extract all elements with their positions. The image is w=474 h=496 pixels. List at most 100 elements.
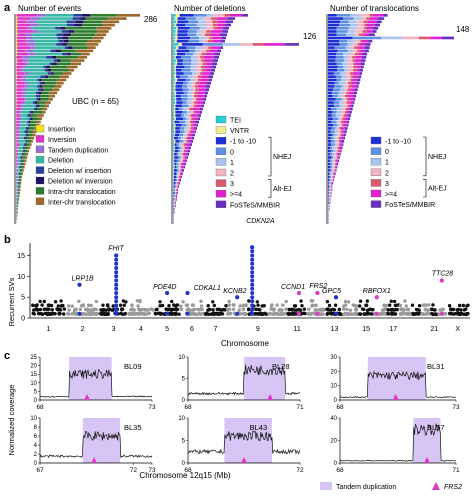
bar-segment xyxy=(16,169,17,172)
legend-label: 2 xyxy=(230,171,234,178)
bar-segment xyxy=(180,172,183,175)
bar-segment xyxy=(332,117,338,121)
snv-point xyxy=(72,311,76,316)
bar-segment xyxy=(177,36,191,40)
bar-segment xyxy=(203,46,209,49)
bar-segment xyxy=(16,201,18,205)
bar-segment xyxy=(354,88,358,91)
bar-segment xyxy=(173,188,175,192)
bar-segment xyxy=(18,152,22,156)
bar-segment xyxy=(175,110,183,114)
bar-segment xyxy=(205,88,209,91)
bar-segment xyxy=(29,114,31,117)
bar-segment xyxy=(340,72,346,75)
gene-point xyxy=(374,311,379,316)
bar-segment xyxy=(200,72,203,75)
snv-point xyxy=(32,308,36,312)
bar-segment xyxy=(351,104,354,108)
bar-segment xyxy=(176,194,177,198)
gene-point xyxy=(297,311,301,316)
bar-segment xyxy=(179,178,181,182)
bar-segment xyxy=(355,62,361,66)
snv-point xyxy=(390,311,394,315)
bar-segment xyxy=(19,188,21,192)
bar-segment xyxy=(203,39,208,43)
bar-segment xyxy=(336,156,338,159)
bar-segment xyxy=(175,114,182,117)
gene-point xyxy=(250,274,255,279)
snv-point xyxy=(67,312,71,316)
bar-segment xyxy=(175,17,178,20)
bar-segment xyxy=(205,36,210,40)
bar-segment xyxy=(182,140,185,143)
bar-segment xyxy=(20,159,22,163)
bar-segment xyxy=(173,78,175,82)
bar-segment xyxy=(17,136,20,140)
bar-segment xyxy=(72,17,81,20)
bar-segment xyxy=(191,59,199,62)
bar-segment xyxy=(175,81,184,85)
bar-segment xyxy=(206,49,210,53)
bar-segment xyxy=(193,117,198,121)
snv-point xyxy=(153,311,157,316)
bar-segment xyxy=(340,149,342,153)
bar-segment xyxy=(331,120,336,124)
bar-segment xyxy=(209,49,218,53)
gene-point xyxy=(250,249,255,254)
bar-segment xyxy=(330,172,332,175)
bar-segment xyxy=(175,104,183,108)
bar-segment xyxy=(16,152,18,156)
bar-segment xyxy=(331,165,334,169)
snv-point xyxy=(124,300,128,304)
bar-segment xyxy=(189,146,191,150)
bar-segment xyxy=(196,104,202,108)
bar-segment xyxy=(18,188,20,192)
bar-segment xyxy=(330,175,333,179)
legend-tandem-swatch xyxy=(320,482,332,490)
xtick-label: 71 xyxy=(452,467,460,474)
legend-swatch xyxy=(35,166,45,174)
snv-point xyxy=(45,312,49,317)
bar-segment xyxy=(174,143,177,146)
bar-segment xyxy=(173,120,174,124)
bar-segment xyxy=(19,114,22,117)
bar-segment xyxy=(331,114,336,117)
bar-segment xyxy=(328,185,329,188)
bar-segment xyxy=(175,140,180,143)
bar-segment xyxy=(186,136,188,140)
bar-segment xyxy=(16,65,23,69)
bar-segment xyxy=(174,140,176,143)
bar-segment xyxy=(28,59,54,62)
bar-segment xyxy=(338,159,340,163)
snv-point xyxy=(327,303,332,308)
bar-segment xyxy=(332,91,339,95)
bar-segment xyxy=(177,30,188,33)
bar-segment xyxy=(329,169,332,172)
bar-segment xyxy=(26,136,31,140)
bar-segment xyxy=(212,20,219,24)
gene-label: CCND1 xyxy=(281,284,305,291)
bar-segment xyxy=(336,14,351,17)
bar-segment xyxy=(185,133,188,137)
bar-segment xyxy=(63,39,69,43)
snv-point xyxy=(358,299,363,303)
bar-segment xyxy=(179,165,181,169)
bar-segment xyxy=(36,20,67,24)
snv-point xyxy=(164,307,168,311)
bar-segment xyxy=(21,162,24,166)
bar-segment xyxy=(16,98,25,101)
bar-segment xyxy=(56,43,63,46)
bar-segment xyxy=(187,127,191,130)
bar-segment xyxy=(174,88,176,91)
bar-segment xyxy=(336,110,342,114)
bar-segment xyxy=(222,30,228,33)
bar-segment xyxy=(363,33,369,37)
bar-segment xyxy=(174,136,179,140)
bar-segment xyxy=(337,149,340,153)
bar-segment xyxy=(29,123,36,127)
bar-segment xyxy=(198,88,206,91)
bar-segment xyxy=(186,46,196,49)
bar-segment xyxy=(328,191,329,195)
bar-segment xyxy=(328,175,330,179)
